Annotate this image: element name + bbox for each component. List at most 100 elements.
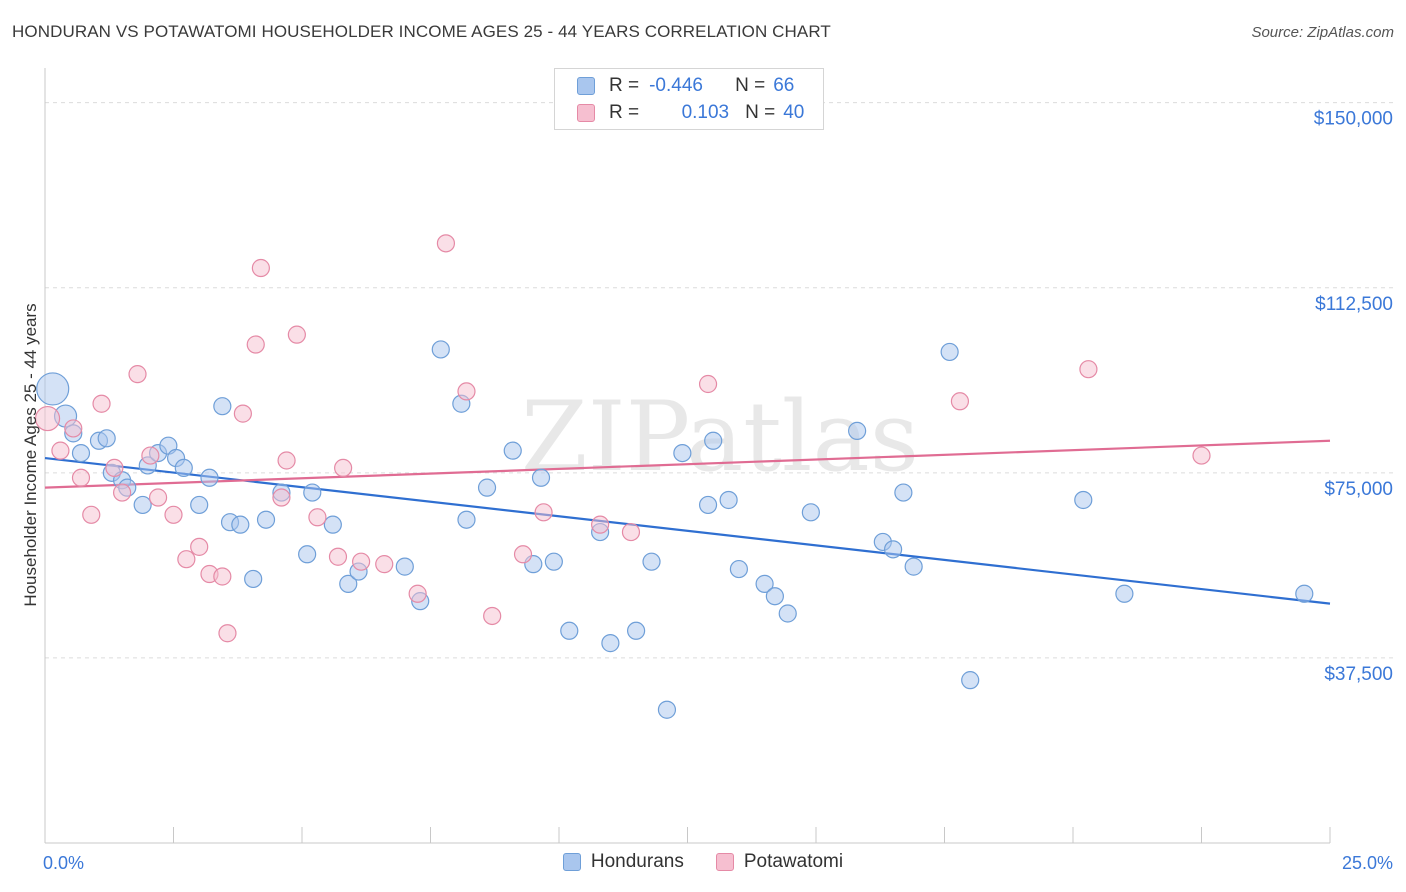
point-hondurans[interactable]: [560, 621, 579, 640]
legend-item-hondurans[interactable]: Hondurans: [562, 851, 684, 873]
point-potawatomi[interactable]: [408, 584, 427, 603]
point-hondurans[interactable]: [323, 515, 342, 534]
point-potawatomi[interactable]: [352, 552, 371, 571]
point-hondurans[interactable]: [298, 545, 317, 564]
point-hondurans[interactable]: [200, 468, 219, 487]
point-potawatomi[interactable]: [457, 382, 476, 401]
point-potawatomi[interactable]: [177, 550, 196, 569]
point-potawatomi[interactable]: [287, 325, 306, 344]
point-hondurans[interactable]: [133, 495, 152, 515]
r-value: 0.103: [681, 102, 730, 123]
point-potawatomi[interactable]: [128, 365, 147, 384]
point-potawatomi[interactable]: [112, 483, 132, 502]
x-tick-label: 25.0%: [1342, 853, 1393, 873]
point-hondurans[interactable]: [642, 552, 661, 571]
point-hondurans[interactable]: [190, 495, 209, 515]
trend-line-hondurans: [44, 456, 1331, 605]
data-points: [34, 234, 1314, 719]
point-hondurans[interactable]: [848, 421, 867, 440]
point-potawatomi[interactable]: [277, 451, 296, 470]
point-hondurans[interactable]: [503, 441, 522, 460]
point-potawatomi[interactable]: [82, 505, 101, 524]
point-potawatomi[interactable]: [213, 567, 232, 586]
point-hondurans[interactable]: [431, 340, 450, 359]
point-potawatomi[interactable]: [950, 392, 970, 411]
n-value: 66: [773, 75, 795, 96]
point-potawatomi[interactable]: [621, 522, 641, 542]
point-hondurans[interactable]: [657, 700, 677, 719]
point-hondurans[interactable]: [395, 557, 414, 576]
point-potawatomi[interactable]: [436, 234, 456, 253]
point-potawatomi[interactable]: [218, 624, 237, 643]
point-potawatomi[interactable]: [483, 606, 502, 626]
point-hondurans[interactable]: [601, 634, 620, 653]
point-hondurans[interactable]: [801, 503, 820, 522]
point-hondurans[interactable]: [894, 483, 913, 502]
point-hondurans[interactable]: [940, 342, 959, 362]
point-hondurans[interactable]: [626, 621, 646, 640]
point-hondurans[interactable]: [531, 468, 551, 487]
point-hondurans[interactable]: [244, 569, 263, 589]
point-hondurans[interactable]: [339, 574, 358, 593]
point-hondurans[interactable]: [174, 458, 193, 478]
legend-label-potawatomi: Potawatomi: [743, 851, 844, 872]
point-potawatomi[interactable]: [272, 488, 291, 507]
point-potawatomi[interactable]: [308, 508, 327, 527]
point-hondurans[interactable]: [457, 510, 476, 529]
point-hondurans[interactable]: [1295, 584, 1314, 603]
point-potawatomi[interactable]: [164, 505, 183, 524]
point-hondurans[interactable]: [704, 431, 723, 450]
point-hondurans[interactable]: [544, 552, 563, 571]
point-potawatomi[interactable]: [534, 503, 553, 522]
point-potawatomi[interactable]: [64, 419, 83, 438]
point-potawatomi[interactable]: [51, 441, 70, 460]
legend-swatch-potawatomi: [715, 853, 734, 871]
point-hondurans[interactable]: [213, 397, 232, 416]
point-hondurans[interactable]: [71, 443, 91, 463]
point-hondurans[interactable]: [904, 557, 923, 576]
point-potawatomi[interactable]: [513, 545, 533, 564]
point-hondurans[interactable]: [961, 671, 980, 690]
point-hondurans[interactable]: [477, 478, 497, 497]
point-potawatomi[interactable]: [105, 458, 124, 478]
correlation-legend: R = -0.446 N = 66 R = 0.103 N = 40: [554, 68, 824, 130]
point-potawatomi[interactable]: [148, 488, 168, 507]
point-hondurans[interactable]: [755, 574, 774, 593]
point-hondurans[interactable]: [1074, 490, 1093, 510]
source-label: Source: ZipAtlas.com: [1251, 24, 1394, 41]
point-hondurans[interactable]: [36, 372, 70, 406]
point-hondurans[interactable]: [698, 495, 718, 515]
point-potawatomi[interactable]: [1079, 360, 1098, 379]
point-potawatomi[interactable]: [246, 335, 265, 354]
n-label: N =: [745, 102, 776, 123]
point-hondurans[interactable]: [729, 559, 749, 579]
point-hondurans[interactable]: [673, 443, 692, 463]
point-potawatomi[interactable]: [334, 458, 353, 478]
point-hondurans[interactable]: [778, 604, 797, 623]
point-hondurans[interactable]: [97, 429, 116, 448]
point-potawatomi[interactable]: [591, 515, 610, 534]
point-potawatomi[interactable]: [251, 258, 270, 278]
y-tick-labels: $37,500 $75,000 $112,500 $150,000: [1314, 109, 1393, 685]
point-hondurans[interactable]: [883, 540, 903, 559]
point-potawatomi[interactable]: [698, 374, 718, 394]
point-potawatomi[interactable]: [34, 405, 61, 432]
point-potawatomi[interactable]: [92, 394, 111, 413]
point-potawatomi[interactable]: [1192, 446, 1211, 465]
point-potawatomi[interactable]: [190, 537, 209, 556]
y-tick-label: $75,000: [1324, 479, 1393, 500]
point-potawatomi[interactable]: [328, 547, 348, 566]
point-potawatomi[interactable]: [375, 555, 394, 574]
point-hondurans[interactable]: [231, 515, 250, 534]
point-hondurans[interactable]: [303, 483, 322, 502]
legend-item-potawatomi[interactable]: Potawatomi: [715, 851, 844, 873]
chart-title: HONDURAN VS POTAWATOMI HOUSEHOLDER INCOM…: [12, 22, 831, 41]
point-hondurans[interactable]: [719, 490, 738, 510]
point-hondurans[interactable]: [1115, 584, 1134, 603]
point-potawatomi[interactable]: [71, 468, 91, 487]
point-potawatomi[interactable]: [141, 446, 160, 465]
point-hondurans[interactable]: [256, 510, 276, 529]
point-hondurans[interactable]: [765, 587, 784, 606]
y-axis-title: Householder Income Ages 25 - 44 years: [21, 303, 40, 606]
point-potawatomi[interactable]: [233, 404, 252, 423]
